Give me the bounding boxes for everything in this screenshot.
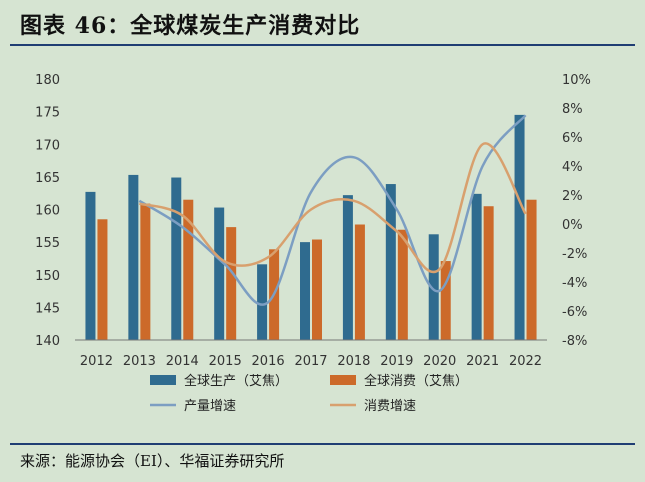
right-tick-label: -8% [562,334,587,349]
chart-title: 图表 46：全球煤炭生产消费对比 [20,13,361,39]
left-axis: 140 145 150 155 160 165 170 175 180 [35,73,60,349]
x-tick-label: 2015 [209,354,242,369]
production-growth-line [138,114,527,306]
consumption-bar [483,206,494,340]
consumption-bar [397,229,408,340]
right-tick-label: -2% [562,247,587,262]
legend-production-label: 全球生产（艾焦） [184,373,288,389]
legend-production-growth-label: 产量增速 [184,399,236,414]
production-bar [342,195,353,340]
x-tick-label: 2020 [423,354,456,369]
x-tick-label: 2021 [466,354,499,369]
production-bar [171,177,182,340]
x-tick-label: 2012 [80,354,113,369]
consumption-bar [526,199,537,340]
production-bar [514,114,525,340]
production-bar [385,184,396,340]
bottom-rule [10,443,635,445]
left-tick-label: 165 [35,171,60,186]
x-tick-label: 2022 [509,354,542,369]
consumption-growth-line [139,142,527,273]
consumption-bar [97,219,108,340]
left-tick-label: 140 [35,334,60,349]
legend-production-swatch [150,375,176,385]
x-tick-label: 2018 [337,354,370,369]
left-tick-label: 180 [35,73,60,88]
consumption-bar [140,203,151,340]
left-tick-label: 160 [35,204,60,219]
right-tick-label: -6% [562,305,587,320]
x-tick-label: 2014 [166,354,199,369]
x-axis: 2012 2013 2014 2015 2016 2017 2018 2019 2020 2021… [80,354,542,369]
legend-consumption-swatch [330,375,356,385]
left-tick-label: 170 [35,138,60,153]
source-note: 来源：能源协会（EI）、华福证券研究所 [20,452,285,470]
production-bar [214,207,225,340]
right-tick-label: 10% [562,73,591,88]
right-tick-label: 8% [562,102,583,117]
production-bar [257,264,268,340]
x-tick-label: 2016 [252,354,285,369]
chart-area: 140 145 150 155 160 165 170 175 180 -8% -6% -4% -2%… [35,73,591,414]
left-tick-label: 155 [35,236,60,251]
x-tick-label: 2019 [380,354,413,369]
right-tick-label: 0% [562,218,583,233]
left-tick-label: 175 [35,106,60,121]
production-bar [85,191,96,340]
production-bar [300,242,310,340]
right-axis: -8% -6% -4% -2% 0% 2% 4% 6% 8% 10% [562,73,591,349]
left-tick-label: 150 [35,269,60,284]
legend: 全球生产（艾焦） 全球消费（艾焦） 产量增速 消费增速 [150,373,468,414]
production-bar [128,174,139,340]
top-rule [10,44,635,46]
growth-lines [138,114,527,306]
consumption-bar [226,227,237,340]
consumption-bar [312,239,322,340]
right-tick-label: 6% [562,131,583,146]
consumption-bar [440,261,451,340]
production-bar [428,234,439,340]
x-tick-label: 2017 [294,354,327,369]
bars [85,114,537,340]
right-tick-label: 4% [562,160,583,175]
consumption-bar [354,224,365,340]
right-tick-label: 2% [562,189,583,204]
left-tick-label: 145 [35,301,60,316]
legend-consumption-growth-label: 消费增速 [364,399,416,414]
legend-consumption-label: 全球消费（艾焦） [364,373,468,389]
x-tick-label: 2013 [123,354,156,369]
production-bar [471,193,482,340]
consumption-bar [183,199,194,340]
right-tick-label: -4% [562,276,587,291]
